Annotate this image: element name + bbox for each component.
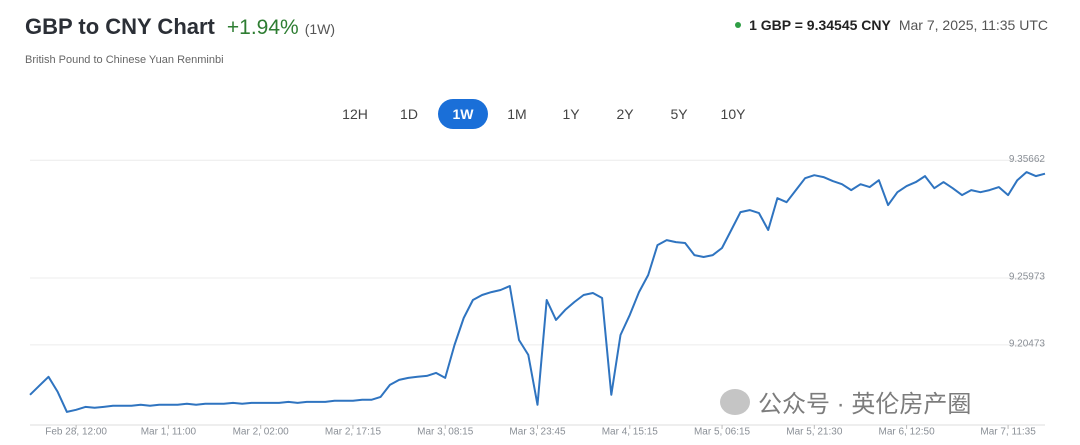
x-tick-label: Mar 3, 23:45 (509, 427, 566, 438)
x-tick-label: Mar 7, 11:35 (980, 427, 1036, 438)
range-button[interactable]: 1Y (562, 106, 580, 122)
watermark: 公众号 · 英伦房产圈 (758, 391, 972, 418)
range-button[interactable]: 2Y (616, 106, 634, 122)
range-button[interactable]: 1W (438, 99, 488, 129)
x-tick-label: Mar 1, 11:00 (141, 427, 197, 438)
range-buttons: 12H 1D 1W 1M 1Y 2Y 5Y 10Y (330, 99, 758, 129)
x-tick-label: Mar 6, 12:50 (879, 427, 936, 438)
live-dot (735, 22, 742, 28)
range-button[interactable]: 10Y (720, 106, 746, 122)
timestamp: Mar 7, 2025, 11:35 UTC (898, 17, 1048, 33)
rate: 1 GBP = 9.34545 CNY (749, 17, 891, 33)
range-button[interactable]: 12H (342, 106, 368, 122)
x-tick-label: Mar 5, 21:30 (786, 427, 843, 438)
x-tick-label: Mar 2, 17:15 (325, 427, 382, 438)
period: (1W) (304, 21, 336, 37)
price-line (29, 171, 1046, 413)
x-tick-label: Mar 4, 15:15 (602, 427, 659, 438)
rate-box: 1 GBP = 9.34545 CNY Mar 7, 2025, 11:35 U… (735, 17, 1048, 33)
y-tick-label: 9.25973 (1009, 272, 1046, 283)
range-button[interactable]: 5Y (670, 106, 688, 122)
x-tick-label: Feb 28, 12:00 (45, 427, 107, 438)
title: GBP to CNY Chart (25, 14, 215, 39)
x-tick-label: Mar 3, 08:15 (417, 427, 474, 438)
header: GBP to CNY Chart +1.94% (1W) (25, 14, 335, 40)
y-tick-label: 9.35662 (1009, 154, 1046, 165)
change: +1.94% (226, 16, 299, 39)
x-tick-label: Mar 2, 02:00 (233, 427, 290, 438)
subtitle: British Pound to Chinese Yuan Renminbi (25, 54, 224, 66)
watermark-icon (720, 388, 750, 415)
x-tick-label: Mar 5, 06:15 (694, 427, 751, 438)
y-tick-label: 9.20473 (1009, 339, 1046, 350)
range-button[interactable]: 1M (507, 106, 527, 122)
range-button[interactable]: 1D (400, 106, 418, 122)
watermark-box: 公众号 · 英伦房产圈 (720, 384, 971, 419)
